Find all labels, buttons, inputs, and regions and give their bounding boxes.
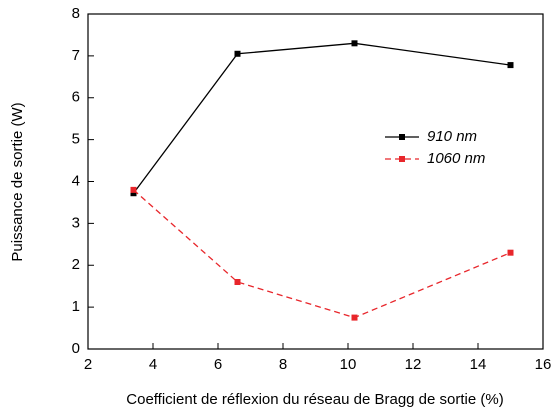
x-tick-label: 16: [535, 356, 552, 373]
data-point: [507, 249, 514, 256]
y-tick-label: 3: [72, 214, 80, 231]
legend-marker: [399, 134, 405, 140]
y-tick-label: 6: [72, 89, 80, 106]
x-tick-label: 6: [214, 356, 222, 373]
legend-marker: [399, 156, 405, 162]
data-point: [130, 190, 137, 197]
data-point: [234, 279, 241, 285]
data-point: [507, 62, 514, 69]
data-point: [130, 186, 137, 193]
legend-label: 1060 nm: [427, 150, 485, 167]
data-point: [234, 50, 241, 57]
data-point: [351, 314, 358, 321]
y-axis-label: Puissance de sortie (W): [9, 102, 26, 261]
x-tick-label: 2: [84, 356, 92, 373]
data-point: [351, 40, 358, 47]
x-tick-label: 8: [279, 356, 287, 373]
legend-label: 910 nm: [427, 128, 477, 145]
plot-frame: [87, 13, 544, 350]
x-axis-label: Coefficient de réflexion du réseau de Br…: [126, 391, 503, 408]
x-tick-label: 4: [149, 356, 157, 373]
y-tick-label: 0: [72, 340, 80, 357]
y-tick-label: 1: [72, 298, 80, 315]
x-tick-label: 10: [340, 356, 357, 373]
x-tick-label: 12: [405, 356, 422, 373]
y-tick-label: 5: [72, 131, 80, 148]
series-line: [133, 189, 511, 319]
y-tick-label: 8: [72, 5, 80, 22]
y-tick-label: 4: [72, 172, 80, 189]
y-tick-label: 2: [72, 256, 80, 273]
x-tick-label: 14: [470, 356, 487, 373]
series-line: [132, 42, 511, 194]
y-tick-label: 7: [72, 47, 80, 64]
